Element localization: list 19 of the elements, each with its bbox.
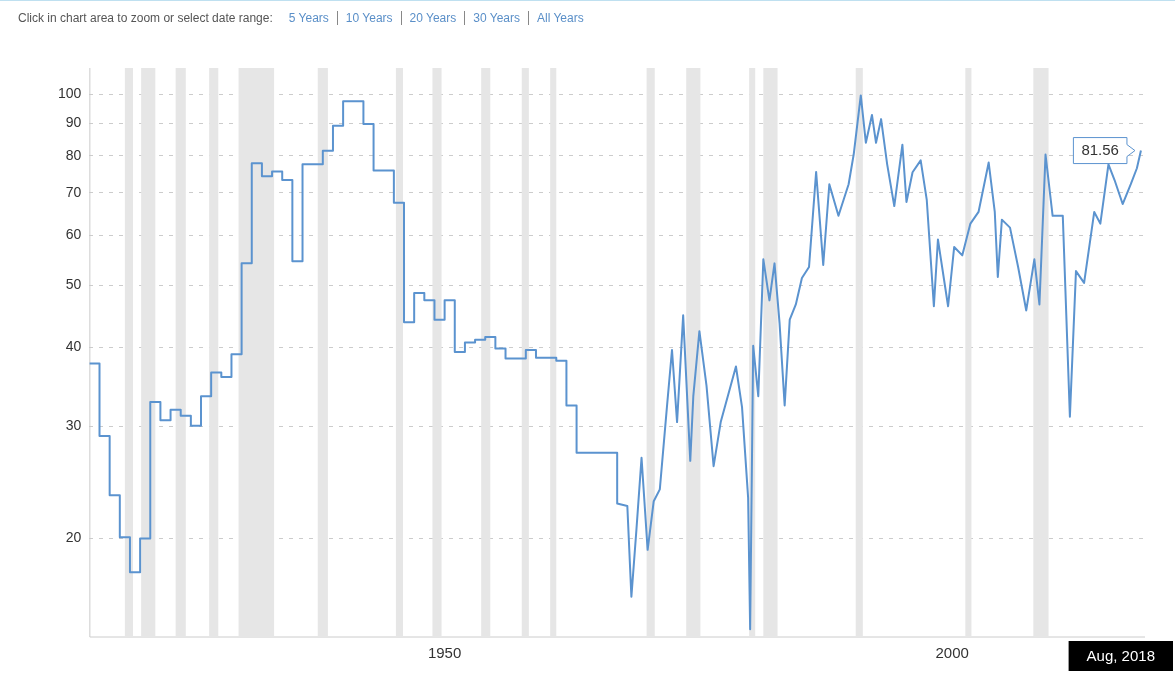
text: 30 Years xyxy=(464,11,520,25)
y-tick-label: 60 xyxy=(65,226,82,243)
text: 20 Years xyxy=(400,11,457,25)
text: 5 Years xyxy=(287,11,329,25)
x-tick-label: 2000 xyxy=(935,644,969,662)
y-tick-label: 100 xyxy=(58,85,82,102)
x-tick-label: 1950 xyxy=(427,644,462,662)
y-tick-label: 70 xyxy=(65,183,82,200)
text: All Years xyxy=(528,11,584,25)
annotation: 81.56 xyxy=(1081,140,1119,158)
text: Aug, 2018 xyxy=(1086,647,1156,665)
y-tick-label: 50 xyxy=(65,276,82,293)
text: 10 Years xyxy=(336,11,393,25)
y-tick-label: 80 xyxy=(65,146,82,163)
y-tick-label: 90 xyxy=(65,114,82,131)
y-tick-label: 20 xyxy=(65,529,82,546)
y-tick-label: 30 xyxy=(65,417,82,434)
text: Click in chart area to zoom or select date range: xyxy=(18,11,273,25)
y-tick-label: 40 xyxy=(65,338,82,355)
